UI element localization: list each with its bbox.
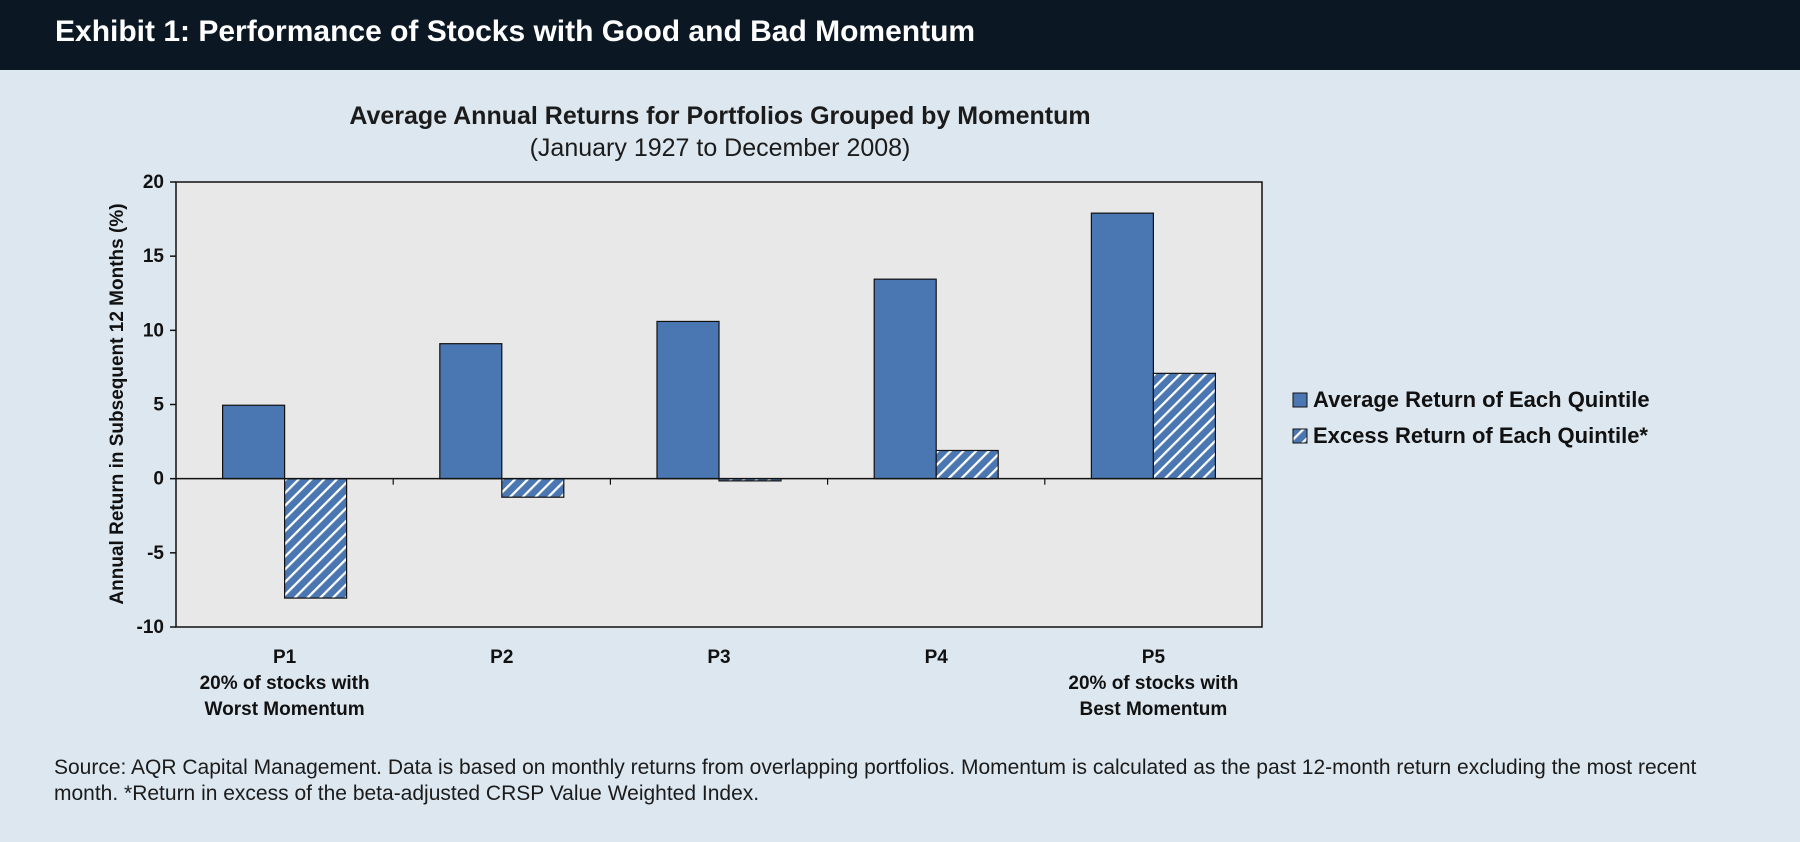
avg-return-bar [439, 343, 503, 480]
category-label: P2 [490, 647, 513, 668]
excess-return-bar [501, 478, 565, 498]
excess-return-bar [284, 478, 348, 599]
category-label: P4 [925, 647, 949, 668]
category-label: P3 [707, 647, 730, 668]
category-label: P1 20% of stocks with Worst Momentum [200, 647, 370, 720]
avg-return-bar [656, 320, 720, 480]
source-note: Source: AQR Capital Management. Data is … [54, 756, 1697, 805]
legend-label: Excess Return of Each Quintile* [1313, 423, 1648, 448]
excess-return-bar [1152, 372, 1217, 480]
y-tick-label: 15 [143, 246, 165, 267]
category-label: P5 20% of stocks with Best Momentum [1068, 647, 1238, 720]
avg-return-bar [873, 278, 937, 480]
y-axis-label: Annual Return in Subsequent 12 Months (%… [107, 203, 128, 604]
y-tick-label: 10 [143, 320, 164, 341]
chart-subtitle: (January 1927 to December 2008) [529, 134, 911, 162]
y-tick-label: -10 [137, 617, 164, 638]
chart-title: Average Annual Returns for Portfolios Gr… [349, 102, 1091, 130]
legend-label: Average Return of Each Quintile [1313, 387, 1650, 412]
y-tick-label: 0 [153, 469, 164, 490]
y-tick-label: 5 [153, 395, 164, 416]
legend-swatch-average [1292, 392, 1308, 408]
excess-return-bar [935, 449, 999, 480]
avg-return-bar [1090, 212, 1155, 480]
exhibit-title: Exhibit 1: Performance of Stocks with Go… [55, 15, 976, 48]
exhibit-header: Exhibit 1: Performance of Stocks with Go… [0, 0, 1800, 70]
legend-swatch-excess [1292, 428, 1308, 444]
avg-return-bar [222, 404, 286, 480]
y-tick-label: 20 [143, 172, 164, 193]
y-tick-label: -5 [147, 543, 164, 564]
